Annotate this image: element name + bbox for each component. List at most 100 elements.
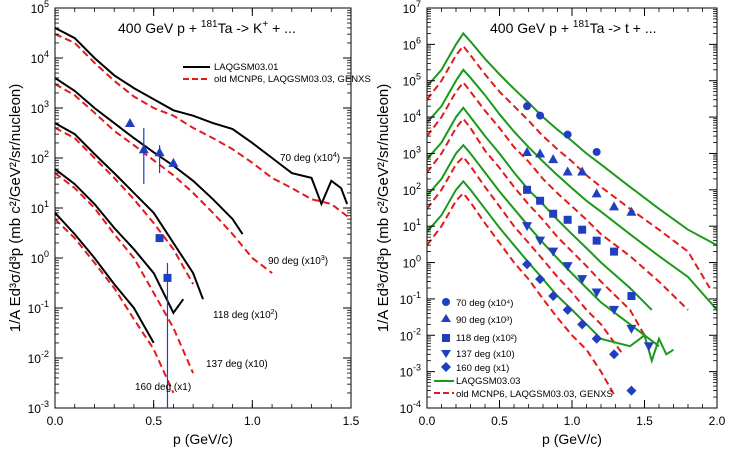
triton-legend-160deg: 160 deg (x1) (456, 363, 509, 374)
triton-point-data-90-deg-x10-3 (609, 201, 620, 211)
triton-line-laqgsm03-03-137-deg (427, 143, 660, 347)
triton-y-tick-label: 10-3 (400, 363, 421, 380)
kaon-legend-mcnp6: old MCNP6, LAQGSM03.03, GENXS (214, 74, 371, 85)
kaon-line-laqgsm03-01-90-deg (55, 77, 244, 235)
triton-legend-90deg: 90 deg (x10³) (456, 315, 513, 326)
triton-point-data-70-deg-x10-4 (536, 111, 545, 120)
triton-point-data-90-deg-x10-3 (548, 154, 559, 164)
triton-point-data-160-deg-x1 (609, 349, 620, 360)
triton-point-data-137-deg-x10 (626, 324, 637, 334)
triton-legend-70deg: 70 deg (x10⁴) (456, 298, 513, 309)
kaon-x-tick-label: 1.0 (244, 414, 261, 428)
kaon-y-tick-label: 104 (31, 49, 49, 66)
triton-point-data-118-deg-x10-2 (563, 215, 572, 224)
kaon-y-label: 1/A Ed³σ/d³p (mb c²/GeV²/sr/nucleon) (7, 84, 24, 333)
triton-y-tick-label: 101 (403, 217, 421, 234)
legend-triangle-up-marker (441, 314, 451, 322)
kaon-line-mcnp6-90-deg (55, 83, 273, 274)
triton-x-tick-label: 0.0 (419, 414, 436, 428)
triton-point-data-70-deg-x10-4 (592, 147, 601, 156)
triton-legend: 70 deg (x10⁴) 90 deg (x10³) 118 deg (x10… (434, 298, 613, 400)
triton-point-data-90-deg-x10-3 (522, 146, 533, 156)
kaon-y-tick-label: 100 (31, 249, 49, 266)
triton-point-data-90-deg-x10-3 (626, 206, 637, 216)
triton-line-mcnp6-90-deg (427, 80, 689, 311)
triton-legend-laqgsm: LAQGSM03.03 (456, 376, 520, 387)
triton-plot-frame (426, 7, 718, 409)
triton-point-data-118-deg-x10-2 (610, 247, 619, 256)
triton-legend-mcnp6: old MCNP6, LAQGSM03.03, GENXS (456, 389, 613, 400)
kaon-y-tick-label: 105 (31, 0, 49, 16)
triton-point-data-70-deg-x10-4 (523, 102, 532, 111)
kaon-ann-160deg: 160 deg (x1) (135, 382, 191, 393)
triton-legend-118deg: 118 deg (x10²) (456, 333, 517, 344)
kaon-panel: 400 GeV p + 181Ta -> K+ + ... LAQGSM03.0… (7, 0, 371, 447)
triton-point-data-118-deg-x10-2 (578, 225, 587, 234)
legend-diamond-marker (441, 362, 451, 372)
kaon-title: 400 GeV p + 181Ta -> K+ + ... (118, 19, 296, 36)
triton-point-data-118-deg-x10-2 (592, 236, 601, 245)
triton-point-data-118-deg-x10-2 (627, 292, 636, 301)
triton-line-laqgsm03-03-90-deg (427, 68, 717, 311)
kaon-y-tick-label: 102 (31, 149, 49, 166)
triton-point-data-160-deg-x1 (562, 304, 573, 315)
kaon-y-axis: 10-3 10-2 10-1 100 101 102 103 104 105 (28, 0, 351, 416)
triton-y-tick-label: 103 (403, 144, 421, 161)
triton-x-tick-label: 1.0 (564, 414, 581, 428)
triton-point-data-137-deg-x10 (643, 342, 654, 352)
legend-circle-marker (442, 298, 450, 306)
kaon-point-data-90-deg (155, 234, 164, 243)
triton-point-data-160-deg-x1 (548, 291, 559, 302)
triton-point-data-160-deg-x1 (535, 274, 546, 285)
triton-point-data-137-deg-x10 (562, 262, 573, 272)
kaon-x-tick-label: 1.5 (343, 414, 360, 428)
kaon-x-tick-label: 0.0 (47, 414, 64, 428)
triton-y-tick-label: 10-1 (400, 290, 421, 307)
triton-legend-137deg: 137 deg (x10) (456, 349, 515, 360)
kaon-line-mcnp6-70-deg (55, 33, 351, 220)
kaon-line-laqgsm03-01-118-deg (55, 122, 204, 300)
triton-point-data-118-deg-x10-2 (536, 196, 545, 205)
triton-y-tick-label: 105 (403, 72, 421, 89)
triton-point-data-90-deg-x10-3 (577, 166, 588, 176)
kaon-x-axis: 0.0 0.5 1.0 1.5 (47, 8, 360, 428)
kaon-line-mcnp6-118-deg (55, 127, 194, 285)
kaon-line-mcnp6-137-deg (55, 172, 195, 374)
triton-point-data-137-deg-x10 (577, 275, 588, 285)
kaon-line-laqgsm03-01-137-deg (55, 168, 185, 315)
triton-title: 400 GeV p + 181Ta -> t + ... (490, 19, 657, 36)
kaon-legend: LAQGSM03.01 old MCNP6, LAQGSM03.03, GENX… (183, 62, 371, 85)
legend-triangle-down-marker (441, 350, 451, 358)
triton-point-data-160-deg-x1 (577, 319, 588, 330)
triton-point-data-90-deg-x10-3 (591, 188, 602, 198)
triton-y-tick-label: 10-2 (400, 326, 421, 343)
triton-y-axis: 10-4 10-3 10-2 10-1 100 101 102 103 104 105 106 107 (400, 0, 717, 416)
triton-y-tick-label: 10-4 (400, 399, 421, 416)
kaon-y-tick-label: 103 (31, 99, 49, 116)
triton-y-tick-label: 104 (403, 108, 421, 125)
triton-line-mcnp6-118-deg (427, 117, 646, 336)
kaon-line-laqgsm03-01-70-deg (55, 27, 349, 207)
triton-line-mcnp6-137-deg (427, 155, 624, 355)
triton-y-tick-label: 100 (403, 254, 421, 271)
kaon-line-laqgsm03-01-160-deg (55, 212, 155, 344)
triton-line-laqgsm03-03-118-deg (427, 106, 653, 311)
kaon-point-data-70-deg (168, 157, 179, 167)
triton-y-tick-label: 107 (403, 0, 421, 16)
triton-point-data-118-deg-x10-2 (523, 185, 532, 194)
kaon-ann-137deg: 137 deg (x10) (206, 359, 268, 370)
triton-x-tick-label: 0.5 (491, 414, 508, 428)
kaon-y-tick-label: 101 (31, 199, 49, 216)
kaon-x-tick-label: 0.5 (145, 414, 162, 428)
triton-x-tick-label: 1.5 (636, 414, 653, 428)
triton-point-data-90-deg-x10-3 (535, 148, 546, 158)
triton-line-laqgsm03-03-160-deg (427, 179, 675, 365)
triton-y-label: 1/A Ed³σ/d³p (mb c²/GeV²/sr/nucleon) (375, 84, 392, 333)
triton-panel: 400 GeV p + 181Ta -> t + ... 70 deg (x10… (375, 0, 726, 447)
kaon-legend-laqgsm: LAQGSM03.01 (214, 62, 278, 73)
kaon-y-tick-label: 10-2 (28, 349, 49, 366)
legend-square-marker (442, 334, 450, 342)
triton-point-data-137-deg-x10 (535, 236, 546, 246)
triton-y-tick-label: 106 (403, 35, 421, 52)
